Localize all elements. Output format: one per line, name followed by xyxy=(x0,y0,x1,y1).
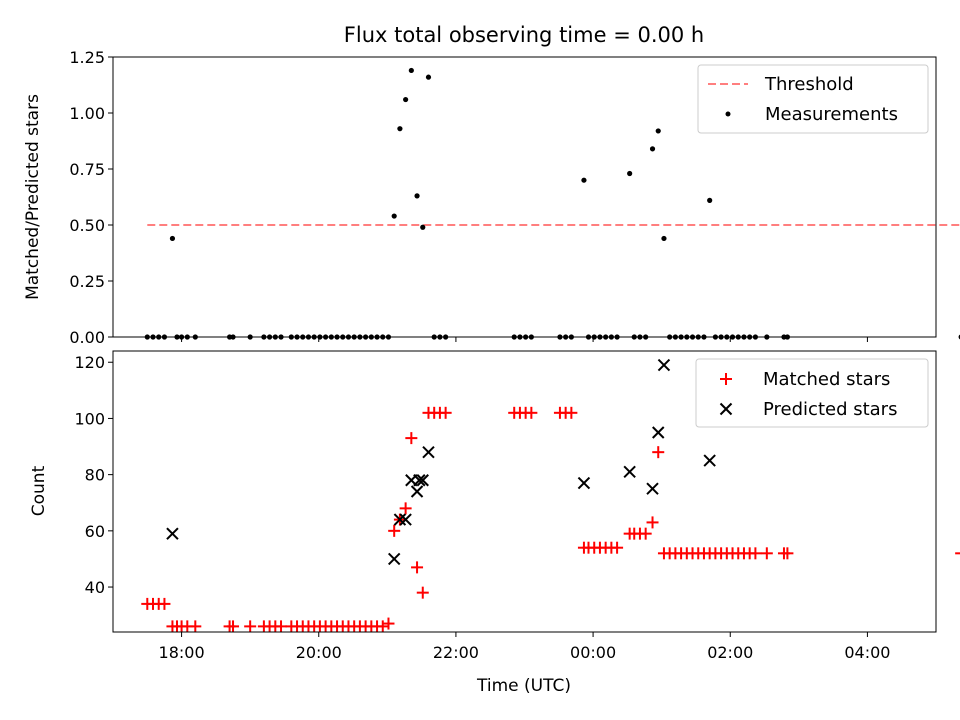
bottom-x-tick-label: 20:00 xyxy=(296,643,342,662)
predicted-star-point xyxy=(387,552,401,566)
predicted-star-point xyxy=(422,445,435,459)
matched-star-point xyxy=(781,547,794,560)
legend-plus-mark xyxy=(720,373,732,385)
measurement-point xyxy=(649,146,656,152)
matched-star-point xyxy=(411,561,424,574)
matched-star-point xyxy=(525,406,538,419)
bottom-y-tick-label: 100 xyxy=(74,409,105,428)
top-y-tick-label: 0.50 xyxy=(69,216,105,235)
bottom-y-tick-label: 60 xyxy=(85,522,105,541)
measurement-point xyxy=(408,67,414,74)
predicted-star-point xyxy=(410,485,424,498)
measurement-point xyxy=(420,224,426,230)
top-y-tick-label: 1.00 xyxy=(69,104,105,123)
bottom-x-tick-label: 22:00 xyxy=(433,643,479,662)
legend-matched-label: Matched stars xyxy=(763,369,890,390)
matched-star-point xyxy=(749,547,762,560)
top-chart-title: Flux total observing time = 0.00 h xyxy=(344,23,704,47)
matched-star-point xyxy=(760,547,773,560)
matched-star-point xyxy=(244,620,257,633)
bottom-x-tick-label: 00:00 xyxy=(570,643,616,662)
measurement-point xyxy=(627,170,633,177)
bottom-y-axis-label: Count xyxy=(29,465,49,516)
bottom-x-tick-label: 04:00 xyxy=(844,643,890,662)
top-plot-frame xyxy=(112,56,937,338)
legend-matched-swatch xyxy=(720,373,732,385)
predicted-star-point xyxy=(399,513,412,526)
matched-star-point xyxy=(639,527,652,540)
measurement-point xyxy=(655,128,661,134)
bottom-legend-box xyxy=(695,358,929,428)
legend-x-mark xyxy=(719,402,733,416)
legend-measurements-label: Measurements xyxy=(765,104,898,125)
predicted-star-point xyxy=(623,465,636,479)
top-legend: Threshold Measurements xyxy=(697,64,929,134)
predicted-star-point xyxy=(413,474,426,487)
matched-star-point xyxy=(275,620,288,633)
legend-measurements-swatch xyxy=(725,111,731,117)
top-y-axis-label: Matched/Predicted stars xyxy=(23,94,43,300)
predicted-star-point xyxy=(657,358,671,372)
matched-star-point xyxy=(416,586,429,599)
matched-star-point xyxy=(399,502,412,515)
matched-star-point xyxy=(388,524,401,537)
top-y-tick-label: 0.25 xyxy=(69,272,105,291)
bottom-y-tick-label: 120 xyxy=(74,353,105,372)
measurement-point xyxy=(425,74,432,80)
top-plot-area: 0.00 0.25 0.50 0.75 1.00 1.25 Matched/Predict… xyxy=(23,48,960,347)
bottom-plot-area: 40 60 80 100 120 18:00 20:00 22:00 00:00 02:00 04… xyxy=(29,350,960,696)
predicted-star-point xyxy=(393,513,407,526)
bottom-x-tick-label: 18:00 xyxy=(159,643,205,662)
matched-star-point xyxy=(189,620,202,633)
matched-star-point xyxy=(227,620,240,633)
predicted-star-point xyxy=(703,454,716,467)
legend-predicted-label: Predicted stars xyxy=(763,399,897,420)
matched-star-point xyxy=(955,552,960,555)
predicted-star-point xyxy=(646,482,659,495)
bottom-x-tick-label: 02:00 xyxy=(707,643,753,662)
bottom-legend: Matched stars Predicted stars xyxy=(695,358,929,428)
bottom-x-axis-label: Time (UTC) xyxy=(476,676,571,696)
predicted-star-point xyxy=(166,527,179,540)
top-legend-box xyxy=(697,64,929,134)
legend-predicted-swatch xyxy=(719,402,733,416)
predicted-star-point xyxy=(652,426,665,439)
matched-star-point xyxy=(405,432,418,445)
measurement-point xyxy=(403,96,409,103)
measurement-point xyxy=(661,235,667,242)
predicted-star-point xyxy=(416,474,429,487)
measurement-point xyxy=(707,197,713,203)
top-y-tick-label: 1.25 xyxy=(69,48,105,67)
matched-star-point xyxy=(376,620,389,633)
matched-star-point xyxy=(439,406,452,419)
bottom-plot-frame xyxy=(112,350,937,633)
legend-threshold-label: Threshold xyxy=(764,74,854,95)
measurement-point xyxy=(391,213,397,219)
matched-star-point xyxy=(646,516,659,529)
matched-star-point xyxy=(652,446,665,459)
matched-star-point xyxy=(565,406,578,419)
matched-star-point xyxy=(382,617,395,630)
bottom-y-tick-label: 80 xyxy=(85,466,105,485)
matched-star-point xyxy=(158,597,171,610)
measurement-point xyxy=(581,177,587,183)
measurement-point xyxy=(414,193,420,199)
measurement-point xyxy=(397,126,403,132)
predicted-star-point xyxy=(577,476,591,490)
bottom-y-tick-label: 40 xyxy=(85,578,105,597)
matched-star-point xyxy=(611,541,624,554)
top-y-tick-label: 0.00 xyxy=(69,328,105,347)
top-y-tick-label: 0.75 xyxy=(69,160,105,179)
measurement-point xyxy=(169,235,176,242)
